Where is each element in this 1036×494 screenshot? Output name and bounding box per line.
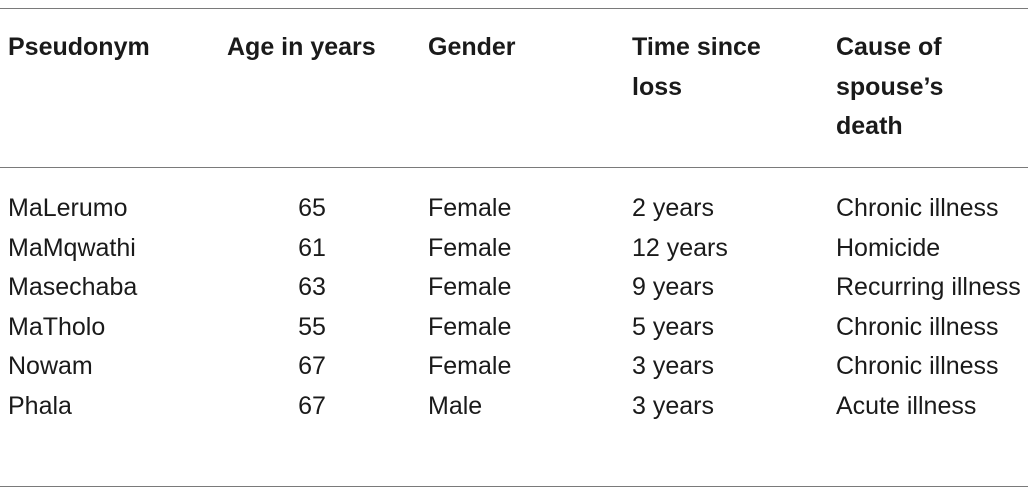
table-cell: Female bbox=[428, 273, 512, 301]
table-cell: MaTholo bbox=[8, 312, 106, 341]
table-cell: Chronic illness bbox=[836, 194, 999, 222]
table-cell: 12 years bbox=[632, 233, 728, 262]
table-cell: Time since loss bbox=[632, 33, 761, 101]
table-cell: 9 years bbox=[632, 273, 714, 301]
table-cell: Female bbox=[428, 352, 512, 380]
table-cell: Recurring illness bbox=[836, 273, 1021, 301]
table-cell: Homicide bbox=[836, 233, 941, 262]
table-body: MaLerumo 65 Female 2 years Chronic illness Ma… bbox=[8, 189, 1026, 426]
table-cell: 61 bbox=[298, 233, 326, 262]
table-cell: Age in years bbox=[227, 33, 376, 61]
table-cell: 3 years bbox=[632, 391, 714, 420]
bottom-rule bbox=[0, 486, 1028, 487]
table-cell: Acute illness bbox=[836, 391, 977, 420]
table-cell: 2 years bbox=[632, 194, 714, 222]
table-cell: MaLerumo bbox=[8, 194, 128, 222]
table-cell: 5 years bbox=[632, 312, 714, 341]
table-cell: Chronic illness bbox=[836, 352, 999, 380]
table-cell: 67 bbox=[298, 391, 326, 420]
table-cell: Nowam bbox=[8, 352, 93, 380]
table-cell: Gender bbox=[428, 33, 516, 61]
table-cell: Cause of spouse’s death bbox=[836, 33, 944, 140]
table-cell: Masechaba bbox=[8, 273, 138, 301]
top-rule bbox=[0, 8, 1028, 9]
header-rule bbox=[0, 167, 1028, 168]
table-cell: Phala bbox=[8, 391, 72, 420]
table-cell: MaMqwathi bbox=[8, 233, 136, 262]
table-cell: Male bbox=[428, 391, 483, 420]
table-cell: Female bbox=[428, 233, 512, 262]
table-cell: Chronic illness bbox=[836, 312, 999, 341]
table-cell: Female bbox=[428, 194, 512, 222]
table-cell: Female bbox=[428, 312, 512, 341]
table-cell: 63 bbox=[298, 273, 326, 301]
table-cell: 55 bbox=[298, 312, 326, 341]
table-cell: 3 years bbox=[632, 352, 714, 380]
table-cell: 65 bbox=[298, 194, 326, 222]
table-cell: Pseudonym bbox=[8, 33, 150, 61]
table-cell: 67 bbox=[298, 352, 326, 380]
table-header: Pseudonym Age in years Gender Time since lo… bbox=[8, 28, 1026, 147]
